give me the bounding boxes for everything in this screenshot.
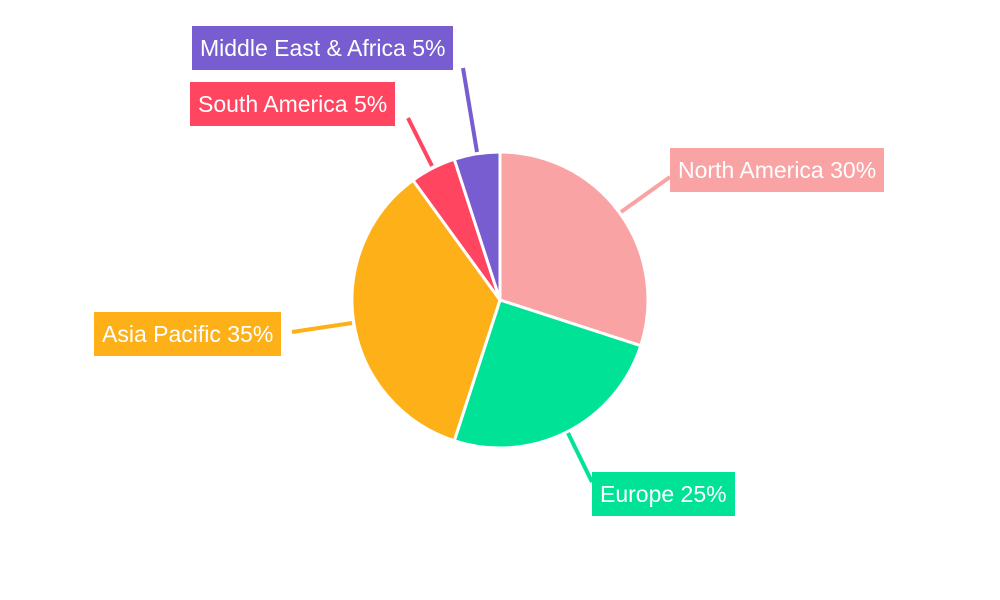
data-label: Europe 25% — [592, 472, 735, 516]
data-label: South America 5% — [190, 82, 396, 126]
leader-line — [291, 321, 353, 334]
leader-line — [619, 175, 672, 214]
data-label: North America 30% — [670, 148, 885, 192]
leader-line — [461, 67, 479, 153]
pie-slice-middle-east-africa[interactable] — [452, 150, 502, 301]
pie-slice-north-america[interactable] — [498, 150, 650, 348]
leader-line — [566, 432, 594, 483]
data-label: Asia Pacific 35% — [94, 312, 282, 356]
leader-line — [406, 117, 434, 167]
pie-slice-asia-pacific[interactable] — [350, 178, 502, 443]
pie-slice-europe[interactable] — [452, 298, 643, 450]
data-label: Middle East & Africa 5% — [192, 26, 454, 70]
